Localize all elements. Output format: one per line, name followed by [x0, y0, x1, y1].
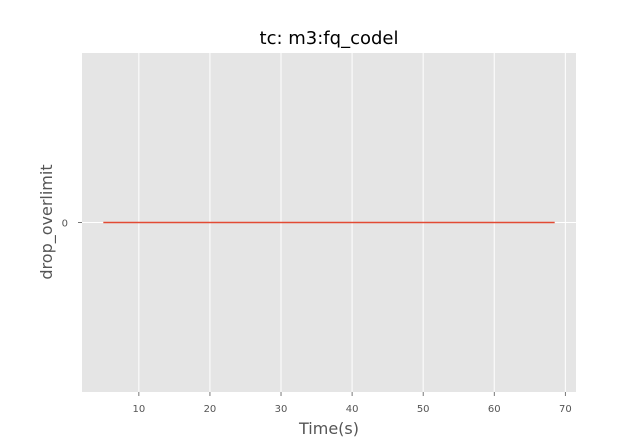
x-tick-label: 30	[275, 404, 288, 415]
x-axis-label: Time(s)	[298, 419, 359, 438]
x-tick-label: 70	[559, 404, 572, 415]
y-tick-label: 0	[62, 219, 68, 230]
chart-title: tc: m3:fq_codel	[260, 28, 399, 49]
x-tick-label: 10	[132, 404, 145, 415]
x-tick-label: 60	[488, 404, 501, 415]
x-tick-label: 20	[204, 404, 217, 415]
x-tick-label: 50	[417, 404, 430, 415]
x-tick-label: 40	[346, 404, 359, 415]
ticks-group: 10 20 30 40 50 60 70 0	[62, 219, 572, 416]
y-axis-label: drop_overlimit	[37, 164, 57, 279]
